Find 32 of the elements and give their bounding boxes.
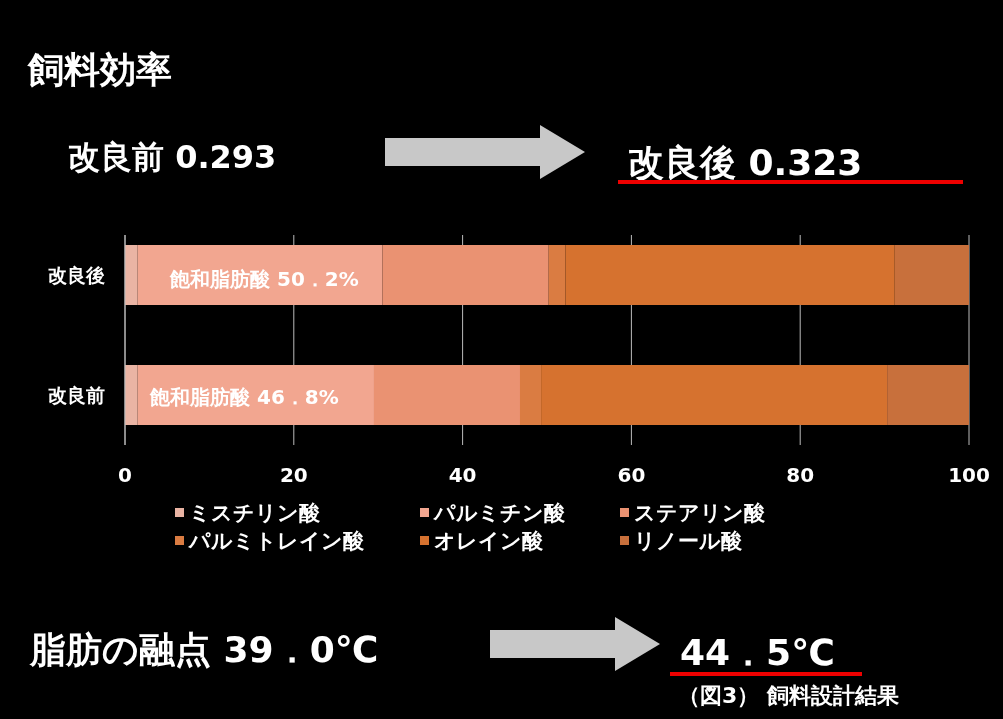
x-tick-label: 80: [786, 463, 815, 487]
bar: [541, 365, 888, 425]
bar: [894, 245, 969, 305]
bar: [565, 245, 895, 305]
bar: [887, 365, 969, 425]
legend-label: ミスチリン酸: [189, 501, 321, 525]
legend-label: ステアリン酸: [634, 501, 766, 525]
annotation: 飽和脂肪酸 50．2%: [169, 267, 359, 291]
y-tick-label: 改良後: [48, 264, 105, 286]
y-tick-label: 改良前: [48, 384, 105, 406]
bar: [519, 365, 542, 425]
text: 脂肪の融点 39．0℃: [29, 629, 379, 670]
text: 改良後 0.323: [628, 142, 863, 183]
legend-label: パルミチン酸: [433, 501, 566, 525]
bar: [125, 365, 138, 425]
text: 改良前 0.293: [68, 138, 277, 176]
x-tick-label: 20: [279, 463, 308, 487]
bar: [382, 245, 549, 305]
bar: [548, 245, 566, 305]
legend-label: オレイン酸: [434, 529, 544, 553]
x-tick-label: 100: [948, 463, 990, 487]
bar: [373, 365, 520, 425]
text: （図3） 飼料設計結果: [678, 683, 900, 708]
x-tick-label: 0: [118, 463, 132, 487]
legend-label: リノール酸: [634, 529, 743, 553]
annotation: 飽和脂肪酸 46．8%: [149, 385, 339, 409]
text: 44．5℃: [680, 632, 835, 673]
x-tick-label: 40: [448, 463, 477, 487]
x-tick-label: 60: [617, 463, 646, 487]
chart-title: 飼料効率: [27, 49, 172, 90]
legend-label: パルミトレイン酸: [188, 529, 365, 553]
bar: [125, 245, 138, 305]
